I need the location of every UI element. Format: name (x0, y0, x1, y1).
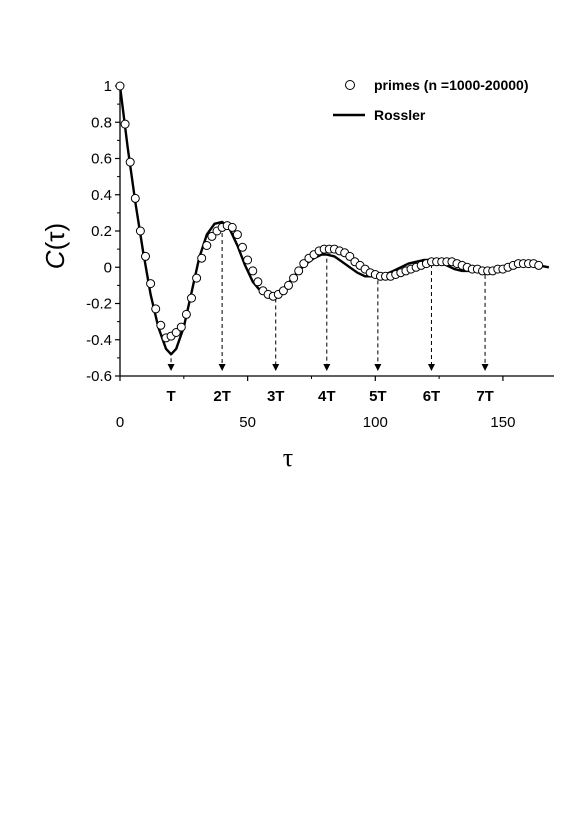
data-point (253, 277, 263, 287)
period-arrow-head (427, 364, 435, 371)
x-ticks: 0 50 100 150 (116, 376, 515, 431)
period-label: T (166, 388, 175, 405)
period-arrow-head (481, 364, 489, 371)
data-point (248, 266, 258, 276)
data-point (156, 320, 166, 330)
y-tick-label: 1 (104, 78, 112, 95)
y-tick-label: 0.8 (91, 114, 112, 131)
data-point (227, 222, 237, 232)
period-label: 3T (267, 388, 285, 405)
y-tick-label: -0.6 (86, 368, 112, 385)
data-point (345, 251, 355, 261)
data-point (130, 193, 140, 203)
data-point (278, 286, 288, 296)
x-axis-title: τ (283, 443, 293, 472)
y-tick-label: 0.6 (91, 151, 112, 168)
y-ticks: 1 0.8 0.6 0.4 0.2 0 -0.2 -0.4 -0.6 (86, 78, 120, 385)
y-axis-title: C(τ) (40, 223, 70, 269)
data-point (238, 242, 247, 252)
data-point (176, 322, 186, 332)
data-point (232, 230, 242, 240)
data-point (207, 231, 217, 241)
x-tick-label: 0 (116, 414, 124, 431)
data-point (171, 328, 181, 337)
data-point (146, 279, 156, 289)
data-point (141, 251, 150, 261)
y-tick-label: -0.4 (86, 332, 112, 349)
data-point (202, 241, 212, 250)
data-point (534, 260, 544, 270)
y-axis-title-main: C (40, 250, 70, 269)
data-point (289, 273, 299, 283)
data-point (135, 226, 145, 236)
data-point (243, 255, 253, 265)
data-point (125, 157, 135, 167)
legend-label-rossler: Rossler (374, 107, 426, 123)
period-label: 4T (318, 388, 336, 405)
period-label: 5T (369, 388, 387, 405)
data-point (181, 309, 191, 319)
svg-text:C(τ): C(τ) (40, 223, 70, 269)
data-point (120, 119, 130, 129)
data-point (115, 81, 125, 91)
period-arrow-head (272, 364, 280, 371)
y-tick-label: 0.4 (91, 187, 112, 204)
data-point (294, 266, 304, 276)
period-markers: T 2T 3T 4T 5T 6T 7T (166, 225, 494, 405)
plot-area: 1 0.8 0.6 0.4 0.2 0 -0.2 -0.4 -0.6 0 50 100 150 T 2T… (86, 78, 554, 431)
data-point (192, 273, 202, 283)
period-arrow-head (218, 364, 226, 371)
data-point (151, 304, 161, 314)
period-arrow-head (167, 364, 175, 371)
period-label: 2T (213, 388, 231, 405)
y-axis-title-arg: (τ) (40, 223, 70, 251)
data-point (284, 280, 293, 290)
legend-marker-circle (345, 80, 355, 90)
y-tick-label: 0 (104, 259, 112, 276)
y-tick-label: 0.2 (91, 223, 112, 240)
primes-series (115, 81, 544, 343)
x-tick-label: 100 (363, 414, 388, 431)
legend-label-primes: primes (n =1000-20000) (374, 77, 528, 93)
legend: primes (n =1000-20000) Rossler (333, 77, 528, 123)
period-arrow-head (374, 364, 382, 371)
data-point (187, 293, 196, 303)
data-point (197, 253, 207, 263)
period-arrow-head (323, 364, 331, 371)
period-label: 7T (476, 388, 494, 405)
x-tick-label: 50 (239, 414, 256, 431)
x-tick-label: 150 (490, 414, 515, 431)
y-tick-label: -0.2 (86, 296, 112, 313)
period-label: 6T (423, 388, 441, 405)
data-point (299, 259, 309, 269)
